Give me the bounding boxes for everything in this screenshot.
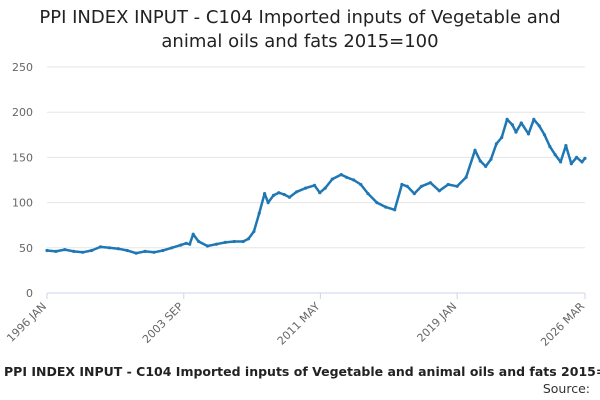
x-tick-label: 2026 MAR bbox=[538, 300, 587, 349]
data-point bbox=[553, 153, 557, 157]
y-tick-label: 100 bbox=[12, 197, 33, 210]
data-point bbox=[489, 157, 493, 161]
data-point bbox=[345, 175, 349, 179]
data-point bbox=[548, 145, 552, 149]
data-point bbox=[446, 182, 450, 187]
data-point bbox=[318, 191, 322, 195]
data-point bbox=[197, 239, 201, 244]
data-point bbox=[170, 246, 174, 250]
data-point bbox=[519, 121, 523, 125]
data-point bbox=[134, 251, 138, 255]
data-point bbox=[246, 237, 251, 241]
y-tick-label: 250 bbox=[12, 61, 33, 74]
data-point bbox=[45, 248, 49, 253]
data-point bbox=[312, 183, 317, 187]
chart-title-line-1: PPI INDEX INPUT - C104 Imported inputs o… bbox=[39, 7, 561, 28]
data-point bbox=[98, 245, 103, 249]
y-tick-label: 150 bbox=[12, 151, 33, 164]
y-tick-label: 50 bbox=[19, 242, 33, 255]
data-point bbox=[271, 193, 276, 197]
data-point bbox=[125, 248, 129, 253]
data-point bbox=[359, 182, 363, 187]
data-point bbox=[564, 144, 568, 148]
data-point bbox=[583, 156, 587, 160]
data-point bbox=[419, 184, 424, 188]
data-point bbox=[205, 244, 210, 248]
footer-series-title: PPI INDEX INPUT - C104 Imported inputs o… bbox=[4, 364, 600, 379]
data-point bbox=[526, 132, 531, 136]
data-point bbox=[72, 249, 76, 253]
data-point bbox=[295, 190, 299, 194]
footer-source: Source: bbox=[542, 381, 590, 396]
x-tick-label: 2003 SEP bbox=[140, 300, 186, 346]
x-tick-label: 1996 JAN bbox=[4, 300, 49, 345]
data-point bbox=[400, 182, 404, 187]
data-point bbox=[330, 177, 334, 181]
data-point bbox=[223, 240, 227, 244]
data-point bbox=[384, 205, 388, 209]
data-point bbox=[580, 160, 584, 164]
data-point bbox=[184, 241, 188, 245]
data-point bbox=[405, 184, 409, 188]
data-point bbox=[412, 192, 416, 196]
data-point bbox=[510, 123, 514, 127]
data-point bbox=[366, 192, 370, 196]
data-point bbox=[478, 159, 482, 163]
data-point bbox=[494, 142, 498, 146]
data-point bbox=[464, 175, 468, 179]
data-point bbox=[304, 186, 308, 190]
data-point bbox=[575, 155, 579, 159]
data-point bbox=[263, 192, 267, 196]
y-tick-label: 200 bbox=[12, 106, 33, 119]
data-point bbox=[277, 191, 281, 195]
data-point bbox=[537, 124, 541, 128]
data-point bbox=[569, 162, 573, 166]
data-point bbox=[191, 232, 195, 236]
data-point bbox=[437, 189, 441, 193]
data-point bbox=[214, 242, 218, 246]
data-point bbox=[257, 211, 261, 215]
data-point bbox=[505, 117, 509, 121]
data-point bbox=[152, 250, 156, 254]
data-point bbox=[352, 178, 356, 182]
data-point bbox=[266, 201, 270, 205]
data-point bbox=[455, 184, 459, 188]
data-point bbox=[323, 186, 327, 190]
data-point bbox=[143, 249, 147, 253]
series-line bbox=[45, 118, 587, 255]
data-point bbox=[54, 249, 58, 253]
data-point bbox=[179, 243, 183, 247]
data-point bbox=[81, 250, 85, 254]
y-tick-label: 0 bbox=[26, 287, 33, 300]
data-point bbox=[188, 242, 192, 246]
data-point bbox=[63, 248, 67, 252]
data-point bbox=[532, 117, 536, 121]
data-point bbox=[500, 135, 504, 140]
chart-title-line-2: animal oils and fats 2015=100 bbox=[161, 31, 439, 52]
data-point bbox=[252, 229, 256, 234]
data-point bbox=[90, 248, 94, 253]
x-tick-label: 2019 JAN bbox=[415, 300, 460, 345]
data-point bbox=[484, 164, 488, 168]
data-point bbox=[428, 181, 432, 185]
data-point bbox=[116, 247, 120, 251]
chart-title: PPI INDEX INPUT - C104 Imported inputs o… bbox=[0, 6, 600, 54]
data-point bbox=[241, 239, 245, 244]
data-point bbox=[375, 201, 379, 205]
data-point bbox=[107, 246, 111, 250]
data-point bbox=[161, 248, 165, 253]
data-point bbox=[473, 148, 477, 152]
data-point bbox=[339, 173, 343, 177]
data-point bbox=[542, 133, 547, 137]
data-point bbox=[287, 195, 292, 199]
data-point bbox=[393, 208, 397, 212]
data-point bbox=[514, 130, 518, 134]
data-point bbox=[232, 239, 236, 244]
data-point bbox=[559, 160, 563, 164]
x-tick-label: 2011 MAY bbox=[275, 300, 323, 348]
data-point bbox=[282, 192, 286, 197]
